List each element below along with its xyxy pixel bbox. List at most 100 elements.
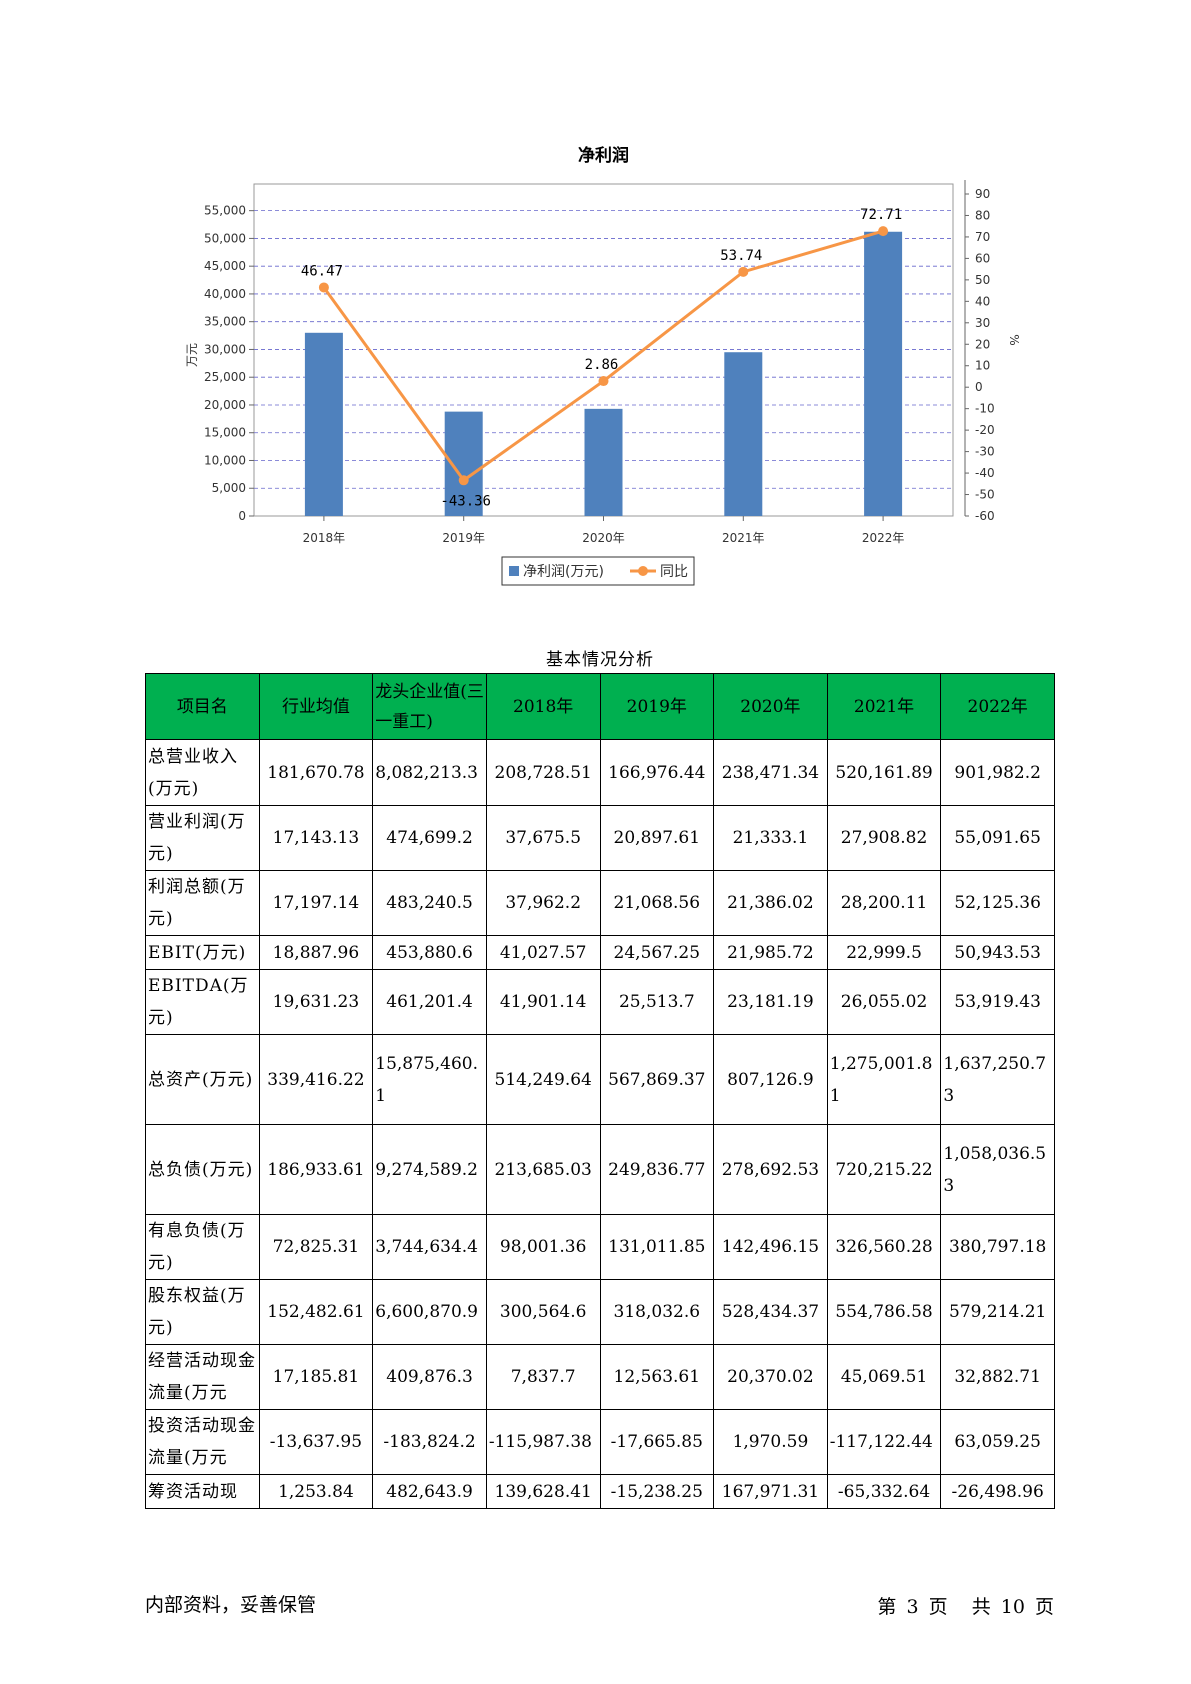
y-tick-label: 20,000 bbox=[204, 398, 246, 412]
value-cell: 139,628.41 bbox=[485, 1474, 601, 1509]
yoy-data-label: 53.74 bbox=[720, 248, 762, 264]
bar bbox=[724, 352, 763, 516]
bar bbox=[584, 408, 623, 516]
header-cell: 2019年 bbox=[599, 673, 715, 740]
table-row: EBITDA(万元) 19,631.23 461,201.4 41,901.14 25,… bbox=[145, 969, 1055, 1035]
y-tick-label: 35,000 bbox=[204, 315, 246, 329]
table-row: 总资产(万元) 339,416.22 15,875,460.1 514,249.64 5… bbox=[145, 1034, 1055, 1125]
value-cell: 20,370.02 bbox=[713, 1344, 828, 1410]
value-cell: 380,797.18 bbox=[940, 1214, 1055, 1280]
chart-title: 净利润 bbox=[578, 145, 629, 166]
y2-tick-label: 30 bbox=[975, 316, 990, 330]
row-label-cell: 利润总额(万元) bbox=[145, 870, 260, 936]
y-tick-label: 5,000 bbox=[212, 481, 246, 495]
page-prefix: 第 bbox=[877, 1596, 897, 1618]
table-row: 总负债(万元) 186,933.61 9,274,589.2 213,685.03 24… bbox=[145, 1124, 1055, 1215]
row-label-cell: 总营业收入(万元) bbox=[145, 739, 260, 806]
y-tick-label: 10,000 bbox=[204, 453, 246, 467]
value-cell: 3,744,634.4 bbox=[372, 1214, 487, 1280]
row-label-cell: EBIT(万元) bbox=[145, 935, 260, 970]
value-cell: 579,214.21 bbox=[940, 1279, 1055, 1345]
row-label-cell: 投资活动现金流量(万元 bbox=[145, 1409, 260, 1475]
value-cell: 807,126.9 bbox=[713, 1034, 828, 1125]
y2-tick-label: 40 bbox=[975, 294, 990, 308]
value-cell: 17,197.14 bbox=[258, 870, 374, 936]
value-cell: 50,943.53 bbox=[940, 935, 1055, 970]
value-cell: 514,249.64 bbox=[485, 1034, 601, 1125]
value-cell: 186,933.61 bbox=[258, 1124, 374, 1215]
value-cell: 26,055.02 bbox=[826, 969, 942, 1035]
header-cell: 行业均值 bbox=[258, 673, 374, 740]
value-cell: 6,600,870.9 bbox=[372, 1279, 487, 1345]
value-cell: 238,471.34 bbox=[713, 739, 828, 806]
value-cell: 25,513.7 bbox=[599, 969, 715, 1035]
y-tick-label: 55,000 bbox=[204, 204, 246, 218]
table-row: 总营业收入(万元) 181,670.78 8,082,213.3 208,728.51… bbox=[145, 739, 1055, 806]
value-cell: -13,637.95 bbox=[258, 1409, 374, 1475]
value-cell: 23,181.19 bbox=[713, 969, 828, 1035]
legend-box bbox=[501, 556, 695, 586]
value-cell: 53,919.43 bbox=[940, 969, 1055, 1035]
legend-bar-label: 净利润(万元) bbox=[523, 564, 604, 580]
row-label-cell: EBITDA(万元) bbox=[145, 969, 260, 1035]
value-cell: -26,498.96 bbox=[940, 1474, 1055, 1509]
value-cell: 37,675.5 bbox=[485, 805, 601, 871]
y2-tick-label: -30 bbox=[975, 445, 995, 459]
value-cell: 339,416.22 bbox=[258, 1034, 374, 1125]
value-cell: 1,253.84 bbox=[258, 1474, 374, 1509]
value-cell: 520,161.89 bbox=[826, 739, 942, 806]
value-cell: 41,027.57 bbox=[485, 935, 601, 970]
y-tick-label: 50,000 bbox=[204, 231, 246, 245]
y2-tick-label: 10 bbox=[975, 359, 990, 373]
table-row: 有息负债(万元) 72,825.31 3,744,634.4 98,001.36 131… bbox=[145, 1214, 1055, 1280]
value-cell: 18,887.96 bbox=[258, 935, 374, 970]
row-label-cell: 有息负债(万元) bbox=[145, 1214, 260, 1280]
y-tick-label: 25,000 bbox=[204, 370, 246, 384]
value-cell: 45,069.51 bbox=[826, 1344, 942, 1410]
yoy-point bbox=[598, 376, 609, 387]
value-cell: -65,332.64 bbox=[826, 1474, 942, 1509]
table-row: 筹资活动现 1,253.84 482,643.9 139,628.41 -15,238.… bbox=[145, 1474, 1055, 1509]
y2-tick-label: -50 bbox=[975, 488, 995, 502]
value-cell: 567,869.37 bbox=[599, 1034, 715, 1125]
row-label-cell: 营业利润(万元) bbox=[145, 805, 260, 871]
x-tick-label: 2019年 bbox=[442, 531, 485, 545]
header-cell: 2018年 bbox=[485, 673, 601, 740]
value-cell: 409,876.3 bbox=[372, 1344, 487, 1410]
value-cell: 461,201.4 bbox=[372, 969, 487, 1035]
value-cell: 453,880.6 bbox=[372, 935, 487, 970]
y2-tick-label: -10 bbox=[975, 402, 995, 416]
value-cell: 278,692.53 bbox=[713, 1124, 828, 1215]
bar bbox=[304, 332, 343, 516]
value-cell: 181,670.78 bbox=[258, 739, 374, 806]
value-cell: 27,908.82 bbox=[826, 805, 942, 871]
value-cell: 482,643.9 bbox=[372, 1474, 487, 1509]
value-cell: 167,971.31 bbox=[713, 1474, 828, 1509]
value-cell: 152,482.61 bbox=[258, 1279, 374, 1345]
y-tick-label: 30,000 bbox=[204, 342, 246, 356]
value-cell: 1,970.59 bbox=[713, 1409, 828, 1475]
y2-tick-label: 70 bbox=[975, 230, 990, 244]
row-label-cell: 总资产(万元) bbox=[145, 1034, 260, 1125]
value-cell: 24,567.25 bbox=[599, 935, 715, 970]
value-cell: -183,824.2 bbox=[372, 1409, 487, 1475]
value-cell: -15,238.25 bbox=[599, 1474, 715, 1509]
total-prefix: 共 bbox=[971, 1596, 991, 1618]
total-suffix: 页 bbox=[1034, 1596, 1054, 1618]
table-row: 利润总额(万元) 17,197.14 483,240.5 37,962.2 21,068… bbox=[145, 870, 1055, 936]
value-cell: 12,563.61 bbox=[599, 1344, 715, 1410]
value-cell: 7,837.7 bbox=[485, 1344, 601, 1410]
row-label-cell: 经营活动现金流量(万元 bbox=[145, 1344, 260, 1410]
basic-analysis-table: 项目名 行业均值 龙头企业值(三一重工) 2018年 2019年 2020年 2… bbox=[145, 673, 1055, 1509]
yoy-point bbox=[738, 266, 749, 277]
table-row: 投资活动现金流量(万元 -13,637.95 -183,824.2 -115,987.… bbox=[145, 1409, 1055, 1475]
value-cell: 37,962.2 bbox=[485, 870, 601, 936]
value-cell: 21,333.1 bbox=[713, 805, 828, 871]
x-tick-label: 2018年 bbox=[303, 531, 346, 545]
y-tick-label: 45,000 bbox=[204, 259, 246, 273]
value-cell: 41,901.14 bbox=[485, 969, 601, 1035]
value-cell: 166,976.44 bbox=[599, 739, 715, 806]
table-caption: 基本情况分析 bbox=[546, 650, 654, 670]
value-cell: 1,637,250.73 bbox=[940, 1034, 1055, 1125]
y2-tick-label: 80 bbox=[975, 208, 990, 222]
